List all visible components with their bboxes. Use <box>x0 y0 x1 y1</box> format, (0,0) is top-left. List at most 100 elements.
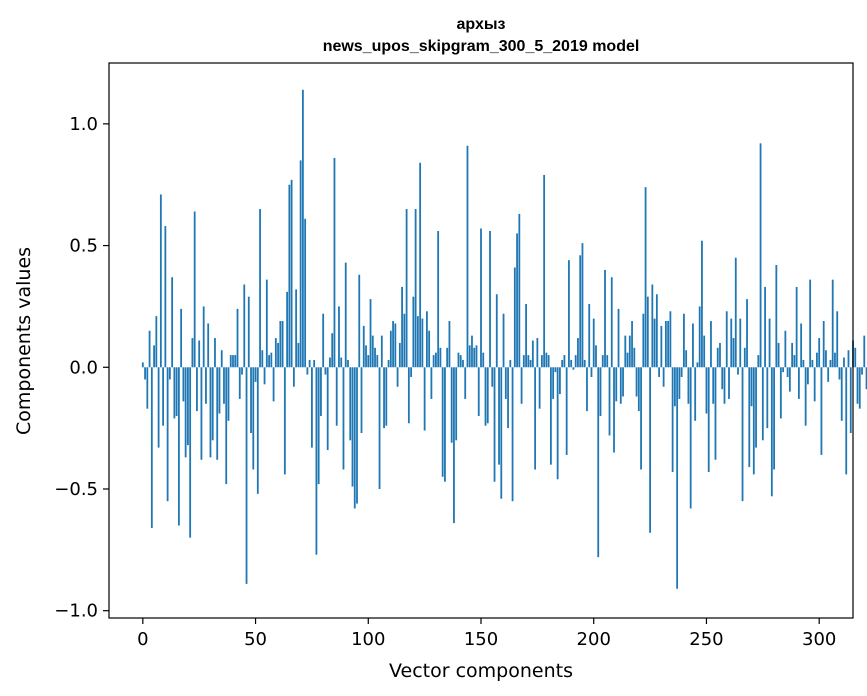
bar-246 <box>696 362 699 368</box>
bar-292 <box>800 323 803 368</box>
y-tick-label-3: 0.5 <box>69 236 98 257</box>
bar-41 <box>234 355 237 368</box>
bar-154 <box>489 230 491 368</box>
bar-218 <box>633 347 636 368</box>
bar-230 <box>660 325 663 368</box>
bar-213 <box>622 367 624 397</box>
bar-255 <box>716 347 719 368</box>
bar-301 <box>820 367 823 455</box>
bar-201 <box>595 345 597 368</box>
bar-22 <box>191 338 194 368</box>
chart-title-line1: архыз <box>457 16 506 33</box>
bar-304 <box>827 367 830 382</box>
bar-63 <box>283 367 286 475</box>
bar-225 <box>649 367 651 533</box>
bar-305 <box>829 359 832 368</box>
bar-8 <box>159 194 162 368</box>
bar-31 <box>211 367 214 441</box>
bar-284 <box>782 367 785 373</box>
bar-113 <box>396 367 399 387</box>
bar-9 <box>162 367 165 426</box>
bar-281 <box>775 265 778 368</box>
bar-112 <box>394 323 397 368</box>
bar-65 <box>288 184 291 368</box>
bar-216 <box>628 335 631 368</box>
bar-197 <box>586 367 588 412</box>
bar-190 <box>570 359 573 368</box>
bar-161 <box>504 367 507 399</box>
bar-97 <box>360 367 363 433</box>
bar-170 <box>525 303 527 368</box>
bar-318 <box>858 367 861 409</box>
bar-137 <box>450 367 453 443</box>
bar-128 <box>430 367 433 399</box>
bar-237 <box>676 367 679 589</box>
bar-89 <box>342 367 345 470</box>
bar-253 <box>712 367 715 404</box>
bar-33 <box>216 367 219 460</box>
bar-58 <box>272 367 275 402</box>
bar-139 <box>455 367 458 441</box>
bar-264 <box>737 367 739 375</box>
bar-321 <box>865 367 867 390</box>
bar-229 <box>658 367 661 378</box>
bar-115 <box>401 286 403 368</box>
bar-52 <box>259 209 261 368</box>
bar-96 <box>358 274 361 368</box>
bar-258 <box>723 367 726 404</box>
bar-28 <box>205 367 207 404</box>
bar-319 <box>861 367 863 375</box>
bar-93 <box>351 367 354 487</box>
bar-283 <box>779 367 782 419</box>
bar-153 <box>486 367 489 424</box>
bar-76 <box>313 359 316 368</box>
bar-222 <box>642 313 645 368</box>
bar-259 <box>725 311 728 368</box>
bar-189 <box>568 260 570 368</box>
bar-165 <box>513 267 516 368</box>
bar-132 <box>439 347 442 368</box>
bar-234 <box>669 311 672 368</box>
bar-166 <box>516 233 518 368</box>
bar-257 <box>721 367 724 390</box>
bar-173 <box>531 340 534 368</box>
bar-219 <box>635 367 638 397</box>
bar-125 <box>423 367 426 431</box>
bar-320 <box>863 335 866 368</box>
bar-265 <box>739 318 742 368</box>
bar-23 <box>193 211 196 368</box>
bar-100 <box>367 355 370 368</box>
bar-129 <box>432 355 435 368</box>
bar-175 <box>536 338 539 368</box>
bar-71 <box>301 89 304 368</box>
bar-92 <box>349 367 352 441</box>
bar-102 <box>371 335 374 368</box>
bar-168 <box>520 367 523 404</box>
bar-85 <box>333 157 336 368</box>
bar-47 <box>247 296 250 368</box>
bar-160 <box>502 313 505 368</box>
bar-116 <box>403 313 406 368</box>
bar-203 <box>599 367 602 416</box>
bar-198 <box>588 303 591 368</box>
bar-140 <box>457 352 460 368</box>
bar-142 <box>462 359 464 368</box>
bar-53 <box>261 350 264 368</box>
bar-12 <box>168 367 171 380</box>
bar-62 <box>281 321 284 368</box>
bar-145 <box>468 345 471 368</box>
bar-64 <box>286 291 289 368</box>
bar-163 <box>509 359 512 368</box>
bar-224 <box>646 296 649 368</box>
bar-200 <box>592 318 595 368</box>
bar-82 <box>326 367 329 451</box>
bar-77 <box>315 367 318 555</box>
bar-80 <box>322 313 325 368</box>
bar-183 <box>554 367 557 373</box>
bar-24 <box>196 367 198 412</box>
bar-286 <box>786 367 789 378</box>
bar-276 <box>764 286 766 368</box>
bar-20 <box>187 367 189 446</box>
bar-60 <box>277 342 279 368</box>
bar-159 <box>500 367 503 499</box>
